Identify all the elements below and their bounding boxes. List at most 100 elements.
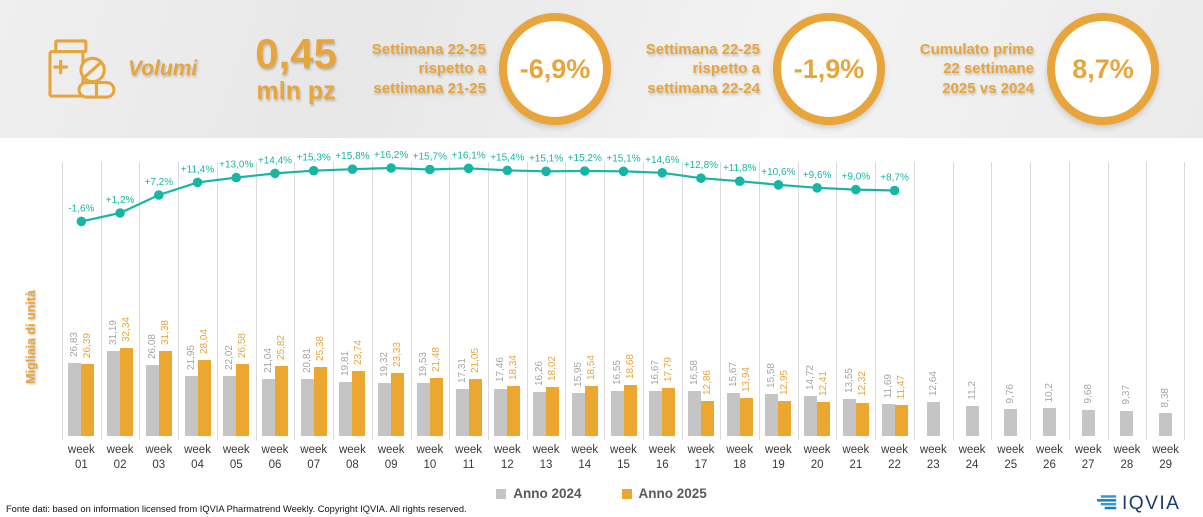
kpi-circle: 8,7% — [1046, 13, 1159, 125]
gridline — [604, 162, 605, 440]
x-axis-label: week 19 — [764, 444, 792, 471]
x-axis-label: week 21 — [842, 444, 870, 471]
gridline — [372, 162, 373, 440]
line-point-label: -1,6% — [68, 203, 94, 214]
bar-anno-2024 — [1042, 408, 1056, 436]
line-point-label: +11,4% — [181, 164, 215, 175]
line-point-label: +1,2% — [106, 195, 135, 206]
bar-anno-2024 — [881, 404, 895, 436]
legend-label: Anno 2024 — [513, 486, 582, 501]
line-point — [502, 165, 513, 176]
gridline — [217, 162, 218, 440]
line-point-label: +15,1% — [529, 153, 563, 164]
line-point — [773, 180, 784, 190]
x-axis-label: week 05 — [222, 444, 250, 471]
bar-anno-2024 — [339, 382, 353, 436]
x-axis-label: week 29 — [1152, 444, 1180, 471]
x-axis-label: week 20 — [803, 444, 831, 471]
gridline — [565, 162, 566, 440]
bar-anno-2025 — [584, 385, 598, 436]
bar-anno-2025 — [468, 378, 482, 436]
line-point — [115, 208, 125, 218]
line-point — [851, 184, 861, 195]
line-point — [889, 185, 900, 196]
gridline — [1108, 162, 1109, 440]
kpi-circle: -6,9% — [498, 13, 611, 125]
gridline — [488, 162, 489, 440]
line-point-label: +10,6% — [761, 167, 795, 178]
x-axis-label: week 03 — [145, 444, 173, 471]
x-axis-label: week 13 — [532, 444, 560, 471]
line-point-label: +14,6% — [645, 155, 679, 166]
gridline — [953, 162, 954, 440]
line-point — [154, 190, 164, 200]
gridline — [1146, 162, 1147, 440]
total-value-number: 0,45 — [255, 30, 337, 78]
bar-anno-2025 — [739, 398, 753, 436]
gridline — [798, 162, 799, 440]
bar-anno-2024 — [107, 351, 121, 436]
bar-anno-2024 — [494, 388, 508, 436]
gridline — [411, 162, 412, 440]
line-point — [386, 163, 396, 173]
bar-anno-2024 — [223, 376, 237, 436]
gridline — [759, 162, 760, 440]
bar-anno-2024 — [300, 379, 314, 436]
legend-swatch — [496, 488, 507, 499]
line-point — [76, 216, 87, 227]
line-point — [192, 177, 203, 188]
x-axis-label: week 14 — [571, 444, 599, 471]
line-point-label: +15,8% — [335, 151, 369, 162]
svg-text:IQVIA: IQVIA — [1122, 493, 1180, 514]
bar-anno-2025 — [546, 387, 560, 436]
line-point — [463, 163, 474, 174]
gridline — [139, 162, 140, 440]
line-point-label: +13,0% — [219, 160, 253, 171]
line-point-label: +7,2% — [144, 177, 173, 188]
bar-anno-2024 — [649, 390, 663, 436]
bar-anno-2024 — [533, 391, 547, 436]
line-point-label: +15,1% — [606, 153, 640, 164]
x-axis-label: week 12 — [493, 444, 521, 471]
bar-anno-2024 — [378, 383, 392, 436]
line-point-label: +9,6% — [803, 170, 832, 181]
bar-anno-2024 — [804, 395, 818, 436]
gridline — [256, 162, 257, 440]
gridline — [643, 162, 644, 440]
gridline — [62, 162, 63, 440]
bar-anno-2025 — [236, 363, 250, 436]
bar-anno-2024 — [726, 393, 740, 436]
gridline — [875, 162, 876, 440]
kpi-week-vs-22-24: Settimana 22-25 rispetto a settimana 22-… — [638, 13, 885, 125]
metric-title: Volumi — [128, 57, 198, 80]
bar-anno-2024 — [145, 365, 159, 436]
kpi-circle: -1,9% — [772, 13, 885, 125]
bar-anno-2024 — [926, 401, 940, 436]
gridline — [178, 162, 179, 440]
gridline — [101, 162, 102, 440]
line-point-label: +15,3% — [297, 153, 331, 164]
x-axis-label: week 28 — [1113, 444, 1141, 471]
bar-anno-2024 — [1159, 413, 1173, 436]
x-axis-label: week 16 — [648, 444, 676, 471]
line-point-label: +15,4% — [490, 152, 524, 163]
x-axis-label: week 01 — [67, 444, 95, 471]
bar-anno-2024 — [765, 393, 779, 436]
line-point-label: +16,1% — [452, 150, 486, 161]
x-axis-label: week 17 — [687, 444, 715, 471]
bar-anno-2024 — [455, 388, 469, 436]
x-axis-label: week 22 — [881, 444, 908, 471]
bar-anno-2024 — [571, 392, 585, 436]
x-axis-label: week 11 — [455, 444, 483, 471]
legend: Anno 2024 Anno 2025 — [0, 486, 1203, 501]
line-point-label: +16,2% — [374, 150, 408, 161]
chart-area: Migliaia di unità 26,83 26,39 31,19 32,34 26… — [24, 150, 1185, 477]
bar-anno-2025 — [507, 386, 521, 436]
gridline — [836, 162, 837, 440]
total-value: 0,45 mln pz — [255, 32, 337, 105]
x-axis-label: week 08 — [338, 444, 366, 471]
x-axis-labels: week 01 week 02 week 03 week 04 week 05 week 06 week… — [62, 443, 1185, 477]
bar-anno-2024 — [68, 363, 82, 436]
line-point — [231, 172, 242, 183]
